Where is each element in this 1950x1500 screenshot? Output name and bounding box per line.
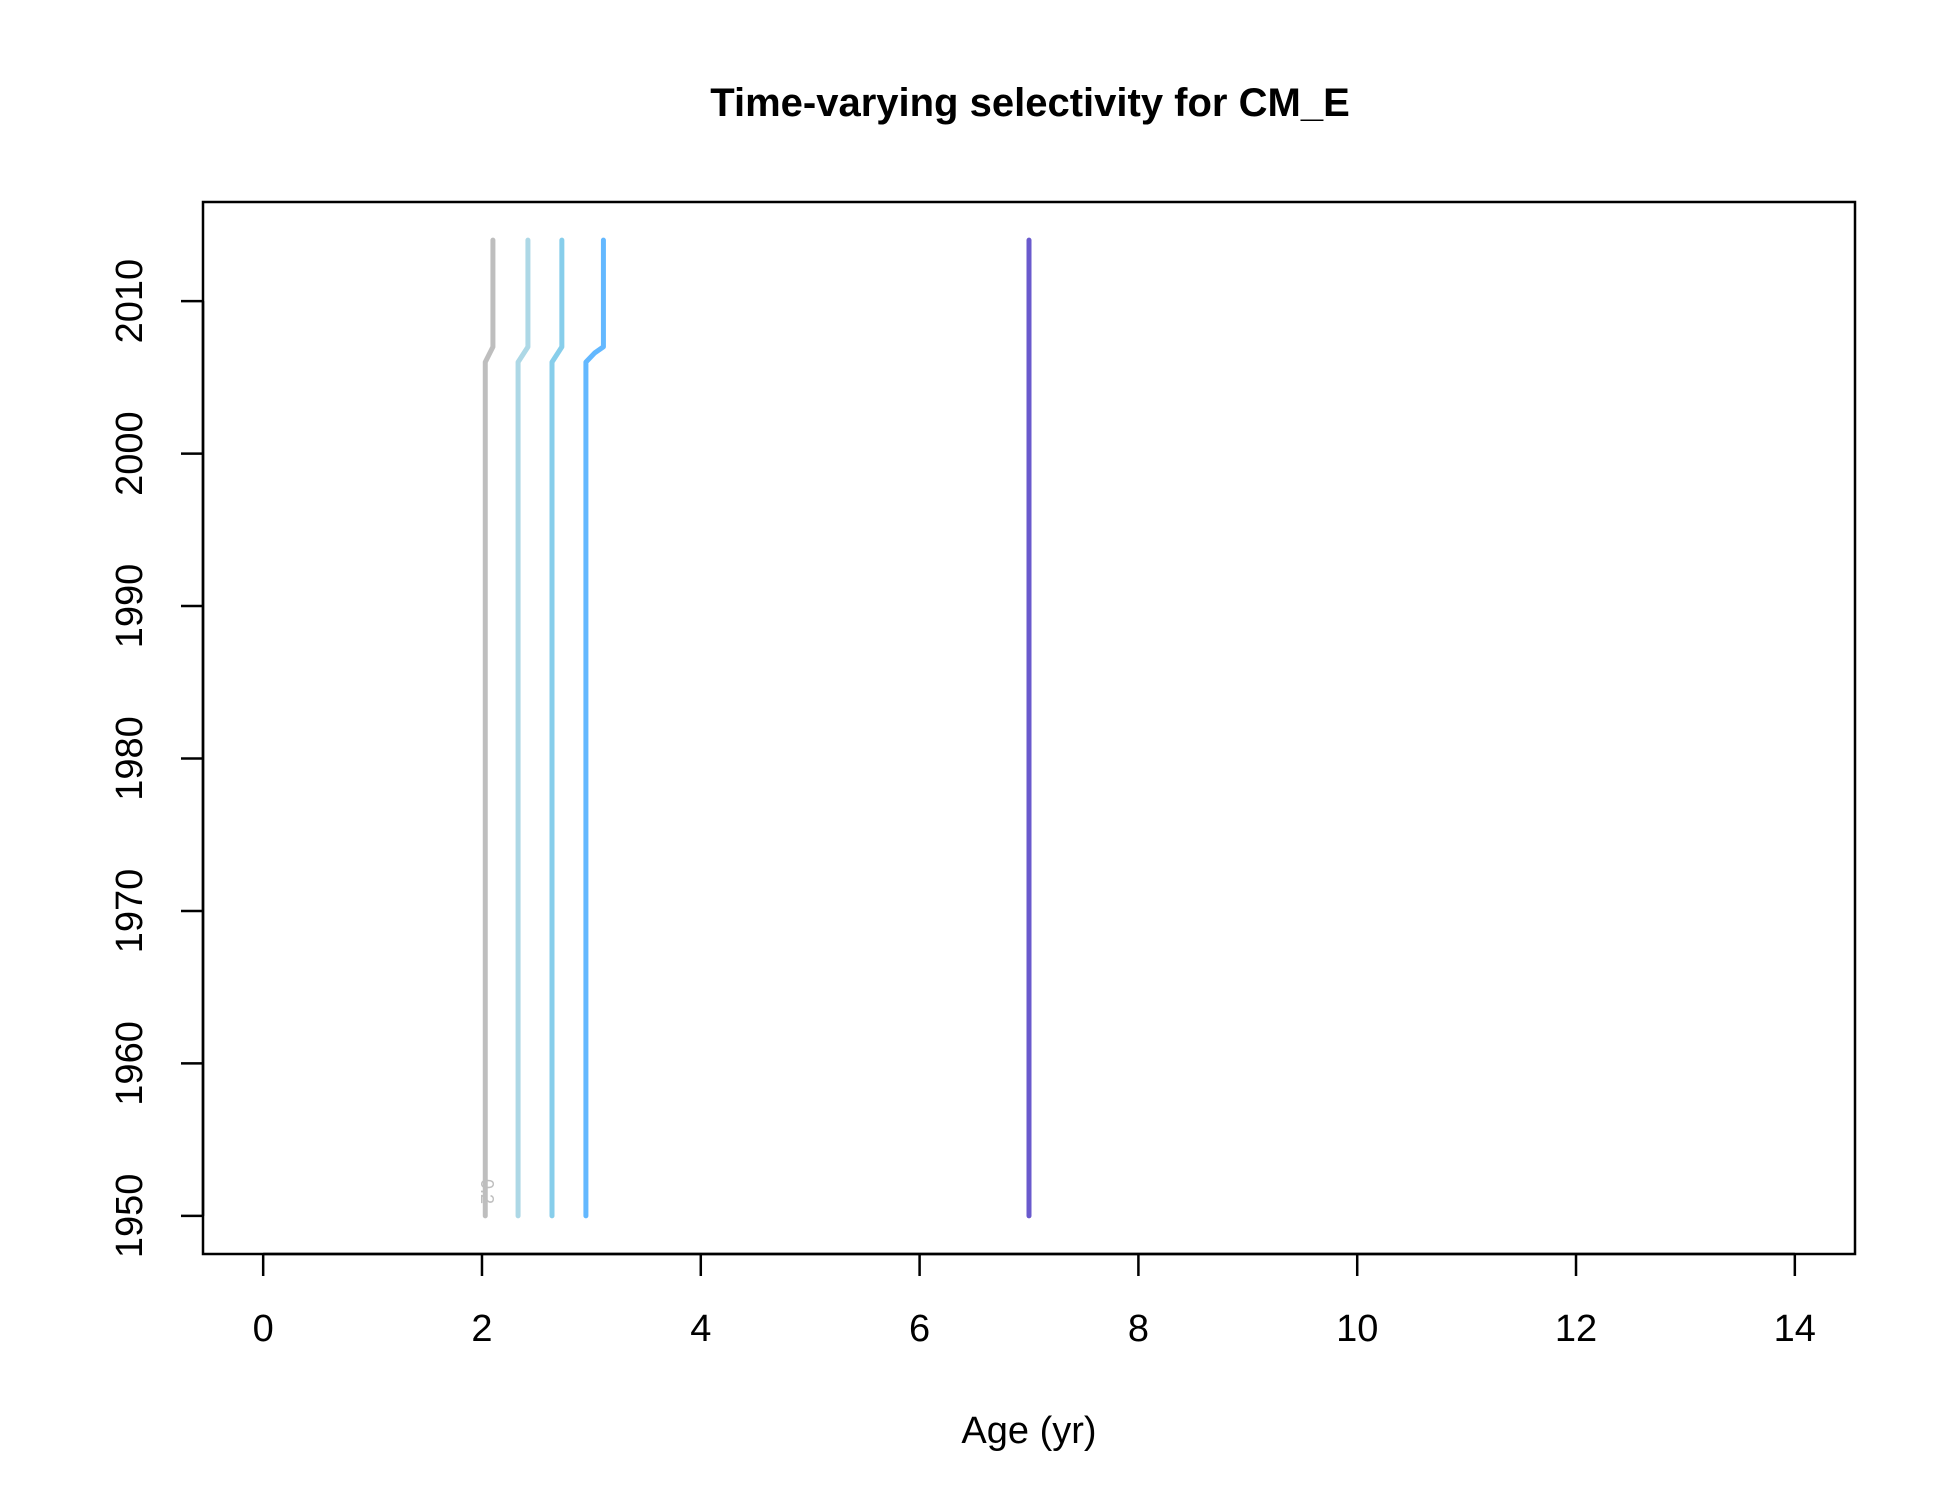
x-tick-label: 10 [1336,1308,1378,1350]
series-layer [482,237,1032,1219]
x-tick-label: 8 [1128,1308,1149,1350]
y-tick-label: 1950 [109,1174,151,1259]
x-tick-label: 4 [690,1308,711,1350]
series-line [482,237,496,1219]
y-tick-label: 2000 [109,411,151,496]
series-line [583,237,606,1219]
contour-label: 0.2 [477,1179,497,1204]
series-line [515,237,531,1219]
y-axis: 1950 1960 1970 1980 1990 2000 2010 [109,259,205,1259]
y-tick-label: 1980 [109,716,151,801]
chart-title: Time-varying selectivity for CM_E [710,81,1350,125]
x-tick-label: 2 [471,1308,492,1350]
x-axis: 0 2 4 6 8 10 12 14 [253,1252,1816,1350]
contour-label-layer: 0.2 [477,1179,497,1204]
y-tick-label: 1970 [109,869,151,954]
x-tick-label: 14 [1774,1308,1816,1350]
y-tick-label: 1990 [109,564,151,649]
series-line [549,237,565,1219]
x-tick-label: 12 [1555,1308,1597,1350]
x-axis-label: Age (yr) [961,1410,1096,1452]
x-tick-label: 6 [909,1308,930,1350]
x-tick-label: 0 [253,1308,274,1350]
y-tick-label: 2010 [109,259,151,344]
y-tick-label: 1960 [109,1021,151,1106]
